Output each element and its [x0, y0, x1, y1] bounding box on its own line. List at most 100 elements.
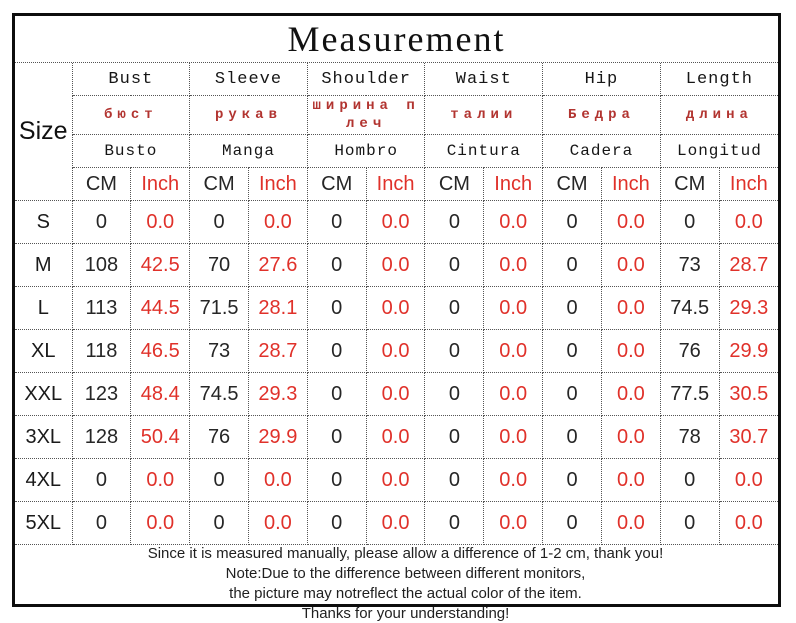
- cm-value-cell: 73: [659, 243, 720, 288]
- header-row-russian: бюст рукав ширина плеч талии Бедра длина: [15, 94, 778, 136]
- cm-value-cell: 0: [189, 501, 249, 546]
- cm-value-cell: 77.5: [659, 372, 720, 417]
- note-line: Note:Due to the difference between diffe…: [225, 565, 586, 583]
- inch-value-cell: 0.0: [365, 243, 426, 288]
- table-row: XL 118 46.5 73 28.7 0 0.0 0 0.0 0 0.0 76 29.9: [15, 329, 778, 374]
- inch-value-cell: 0.0: [483, 243, 544, 288]
- cm-value-cell: 0: [306, 243, 367, 288]
- cm-value-cell: 0: [542, 200, 602, 245]
- col-header-length: Length: [659, 63, 778, 96]
- cm-value-cell: 74.5: [659, 286, 720, 331]
- cm-value-cell: 0: [424, 372, 485, 417]
- inch-value-cell: 0.0: [600, 243, 661, 288]
- inch-value-cell: 0.0: [483, 329, 544, 374]
- table-row: M 108 42.5 70 27.6 0 0.0 0 0.0 0 0.0 73 28.7: [15, 243, 778, 288]
- col-header-waist-ru: талии: [424, 94, 544, 136]
- cm-value-cell: 0: [306, 415, 367, 460]
- cm-value-cell: 76: [659, 329, 720, 374]
- inch-value-cell: 0.0: [483, 415, 544, 460]
- inch-value-cell: 0.0: [600, 200, 661, 245]
- cm-value-cell: 0: [659, 501, 720, 546]
- unit-header-cm: CM: [306, 167, 367, 202]
- inch-value-cell: 0.0: [483, 200, 544, 245]
- col-header-bust-ru: бюст: [72, 94, 191, 136]
- size-cell: S: [15, 200, 73, 245]
- inch-value-cell: 0.0: [483, 372, 544, 417]
- col-header-shoulder-ru: ширина плеч: [306, 94, 426, 136]
- unit-header-inch: Inch: [130, 167, 191, 202]
- inch-value-cell: 0.0: [365, 501, 426, 546]
- cm-value-cell: 0: [542, 458, 602, 503]
- unit-header-inch: Inch: [247, 167, 308, 202]
- cm-value-cell: 0: [306, 200, 367, 245]
- unit-header-inch: Inch: [600, 167, 661, 202]
- inch-value-cell: 48.4: [130, 372, 191, 417]
- size-cell: 3XL: [15, 415, 73, 460]
- cm-value-cell: 71.5: [189, 286, 249, 331]
- cm-value-cell: 0: [71, 501, 132, 546]
- table-row: L 113 44.5 71.5 28.1 0 0.0 0 0.0 0 0.0 74.5 29.3: [15, 286, 778, 331]
- inch-value-cell: 0.0: [600, 286, 661, 331]
- inch-value-cell: 44.5: [130, 286, 191, 331]
- inch-value-cell: 29.3: [718, 286, 778, 331]
- col-header-length-es: Longitud: [659, 134, 778, 169]
- unit-header-cm: CM: [659, 167, 720, 202]
- footer-notes: Since it is measured manually, please al…: [15, 545, 778, 623]
- unit-header-cm: CM: [542, 167, 602, 202]
- inch-value-cell: 30.7: [718, 415, 778, 460]
- inch-value-cell: 42.5: [130, 243, 191, 288]
- inch-value-cell: 28.1: [247, 286, 308, 331]
- title-row: Measurement: [15, 16, 778, 63]
- cm-value-cell: 0: [306, 372, 367, 417]
- inch-value-cell: 0.0: [247, 458, 308, 503]
- cm-value-cell: 108: [71, 243, 132, 288]
- inch-value-cell: 0.0: [365, 458, 426, 503]
- table-row: 3XL 128 50.4 76 29.9 0 0.0 0 0.0 0 0.0 78 30.7: [15, 415, 778, 460]
- cm-value-cell: 0: [659, 458, 720, 503]
- inch-value-cell: 0.0: [718, 458, 778, 503]
- size-cell: XXL: [15, 372, 73, 417]
- cm-value-cell: 0: [306, 501, 367, 546]
- col-header-shoulder-es: Hombro: [306, 134, 426, 169]
- inch-value-cell: 0.0: [130, 501, 191, 546]
- unit-header-cm: CM: [72, 167, 132, 202]
- cm-value-cell: 74.5: [189, 372, 249, 417]
- inch-value-cell: 27.6: [247, 243, 308, 288]
- inch-value-cell: 50.4: [130, 415, 191, 460]
- col-header-hip-es: Cadera: [542, 134, 661, 169]
- page-title: Measurement: [287, 19, 506, 59]
- note-line: Thanks for your understanding!: [301, 605, 510, 623]
- cm-value-cell: 123: [71, 372, 132, 417]
- col-header-sleeve-es: Manga: [189, 134, 308, 169]
- inch-value-cell: 0.0: [718, 501, 778, 546]
- cm-value-cell: 0: [424, 200, 485, 245]
- col-header-hip-ru: Бедра: [542, 94, 661, 136]
- table-row: 5XL 0 0.0 0 0.0 0 0.0 0 0.0 0 0.0 0 0.0: [15, 501, 778, 546]
- inch-value-cell: 29.9: [247, 415, 308, 460]
- inch-value-cell: 0.0: [130, 200, 191, 245]
- size-header: Size: [15, 63, 73, 202]
- col-header-sleeve: Sleeve: [189, 63, 308, 96]
- cm-value-cell: 78: [659, 415, 720, 460]
- inch-value-cell: 0.0: [600, 458, 661, 503]
- inch-value-cell: 0.0: [718, 200, 778, 245]
- inch-value-cell: 28.7: [718, 243, 778, 288]
- inch-value-cell: 0.0: [365, 329, 426, 374]
- cm-value-cell: 0: [189, 200, 249, 245]
- inch-value-cell: 0.0: [600, 501, 661, 546]
- inch-value-cell: 0.0: [365, 200, 426, 245]
- inch-value-cell: 0.0: [600, 372, 661, 417]
- unit-header-inch: Inch: [483, 167, 544, 202]
- inch-value-cell: 46.5: [130, 329, 191, 374]
- cm-value-cell: 0: [306, 329, 367, 374]
- inch-value-cell: 0.0: [600, 329, 661, 374]
- measurement-table: Size Bust Sleeve Shoulder Waist Hip Leng…: [15, 63, 778, 546]
- inch-value-cell: 29.9: [718, 329, 778, 374]
- col-header-waist: Waist: [424, 63, 544, 96]
- inch-value-cell: 0.0: [365, 286, 426, 331]
- cm-value-cell: 0: [424, 329, 485, 374]
- size-cell: 5XL: [15, 501, 73, 546]
- cm-value-cell: 0: [542, 372, 602, 417]
- inch-value-cell: 0.0: [130, 458, 191, 503]
- inch-value-cell: 0.0: [247, 200, 308, 245]
